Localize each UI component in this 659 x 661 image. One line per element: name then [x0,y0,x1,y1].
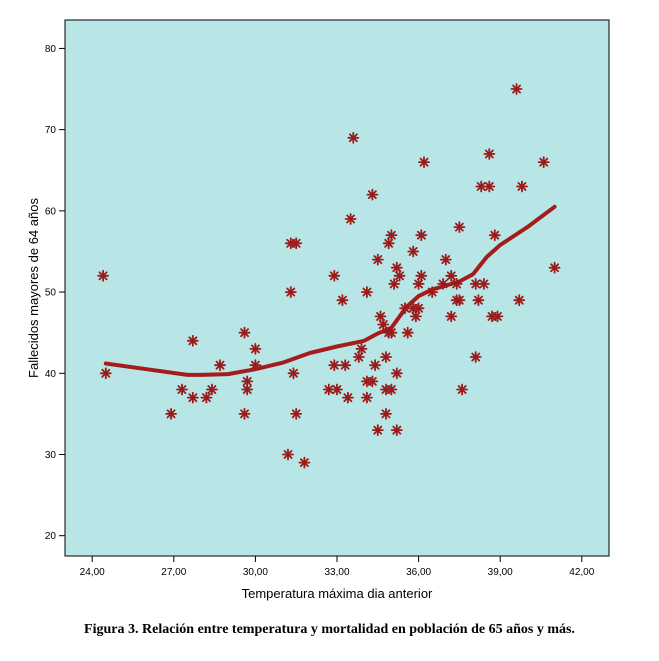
data-point [97,269,109,282]
data-point [200,391,213,404]
data-point [445,310,458,323]
data-point [491,310,504,323]
data-point [287,367,300,380]
y-tick-label: 70 [45,125,57,136]
x-tick-label: 24,00 [80,567,105,578]
data-point [385,326,398,339]
data-point [165,407,178,420]
data-point [477,277,490,290]
data-point [238,407,251,420]
x-tick-label: 30,00 [243,567,268,578]
data-point [445,269,458,282]
x-axis: 24,00 27,00 30,00 33,00 36,00 39,00 42,00 [80,556,595,578]
data-point [241,383,254,396]
data-point [249,342,262,355]
data-point [483,148,496,160]
data-point [99,367,112,380]
x-tick-label: 42,00 [569,567,594,578]
data-point [385,229,398,242]
data-point [469,277,482,290]
data-point [488,229,501,242]
x-tick-label: 33,00 [324,567,349,578]
data-point [282,448,294,461]
data-point [347,131,360,144]
data-point [331,383,343,396]
data-points [97,83,561,469]
data-point [344,213,357,225]
data-point [456,383,469,396]
y-tick-label: 60 [45,206,57,217]
data-point [385,383,398,396]
data-point [426,286,439,299]
data-point [322,383,335,396]
data-point [390,367,403,380]
data-point [510,83,523,95]
data-point [298,456,311,469]
data-point [249,359,262,372]
data-point [537,156,550,169]
data-point [355,342,368,355]
data-point [328,359,341,372]
x-tick-label: 36,00 [406,567,431,578]
y-tick-label: 80 [45,44,57,55]
data-point [360,286,373,299]
data-point [516,180,528,193]
data-point [439,253,452,266]
data-point [453,221,466,234]
data-point [205,383,218,396]
data-point [369,359,382,372]
data-point [214,359,226,372]
data-point [380,407,392,420]
data-point [238,326,251,339]
data-point [336,294,349,307]
data-point [380,351,392,363]
data-point [284,286,297,299]
data-point [360,391,373,404]
data-point [472,294,485,307]
data-point [186,334,199,347]
data-point [453,294,466,307]
plot-area [64,19,610,557]
data-point [483,180,496,193]
x-tick-label: 27,00 [161,567,186,578]
data-point [399,302,411,315]
data-point [186,391,199,404]
figure-caption: Figura 3. Relación entre temperatura y m… [84,622,575,637]
data-point [341,391,354,404]
data-point [412,302,425,315]
y-tick-label: 20 [45,531,57,542]
data-point [415,269,428,282]
data-point [393,269,406,282]
data-point [366,188,379,201]
data-point [371,424,384,437]
data-point [450,277,463,290]
data-point [548,261,561,274]
data-point [401,326,414,339]
data-point [290,237,303,250]
data-point [290,407,303,420]
data-point [366,375,379,388]
x-axis-title: Temperatura máxima dia anterior [242,586,433,601]
x-tick-label: 39,00 [488,567,513,578]
data-point [415,229,428,242]
data-point [390,424,403,437]
data-point [513,294,526,307]
data-point [176,383,188,396]
data-point [407,245,420,258]
data-point [469,351,482,363]
data-point [418,156,430,169]
data-point [328,269,341,282]
y-axis: 20 30 40 50 60 70 80 [45,44,65,542]
data-point [339,359,352,372]
y-tick-label: 50 [45,288,57,299]
data-point [371,253,384,266]
y-axis-title: Fallecidos mayores de 64 años [26,198,41,378]
y-tick-label: 40 [45,369,57,380]
data-point [437,277,450,290]
y-tick-label: 30 [45,450,57,461]
data-point [388,277,401,290]
data-point [377,318,390,331]
